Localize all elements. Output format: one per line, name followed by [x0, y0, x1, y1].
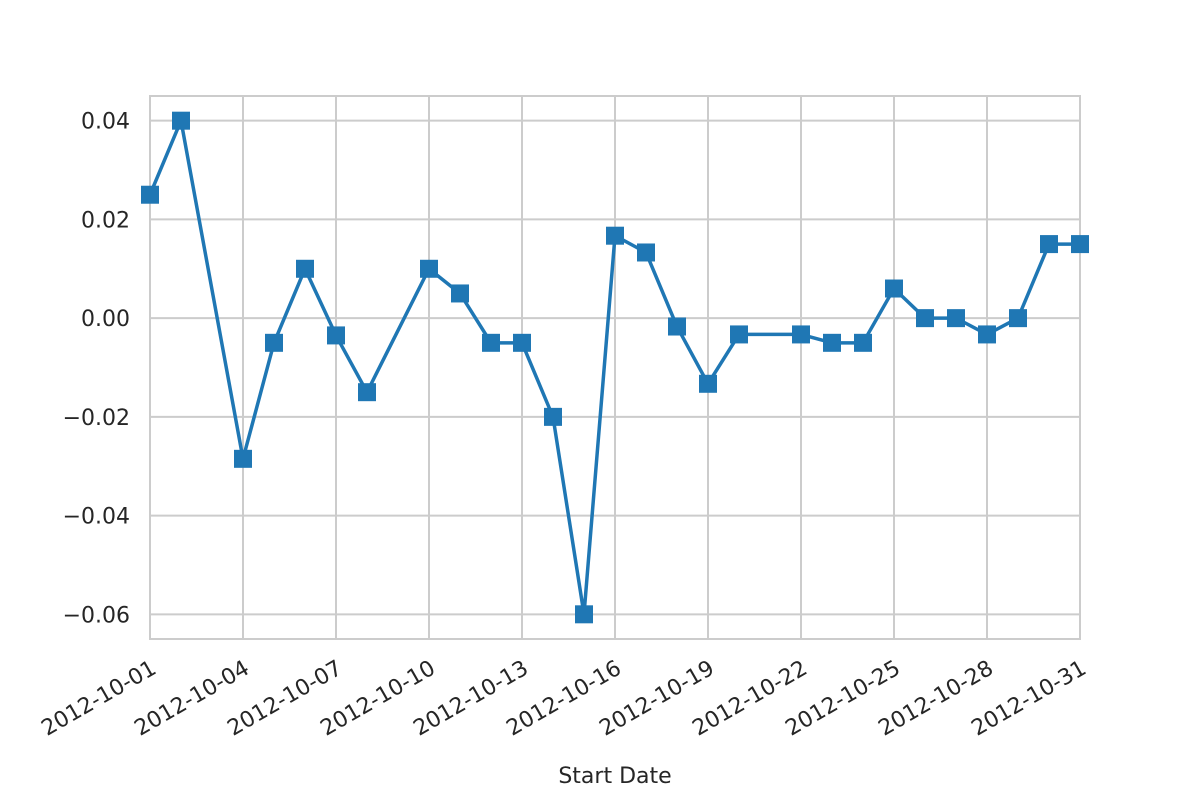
data-point — [978, 325, 996, 344]
y-axis-ticks: 0.04 0.02 0.00 −0.02 −0.04 −0.06 — [63, 110, 130, 629]
data-point — [1071, 235, 1089, 254]
data-point — [916, 309, 934, 328]
data-point — [1040, 235, 1058, 254]
data-point — [265, 333, 283, 352]
y-tick-label: −0.06 — [63, 603, 130, 628]
data-point — [358, 383, 376, 402]
data-point — [637, 243, 655, 262]
data-point — [792, 325, 810, 344]
data-point — [172, 111, 190, 130]
data-point — [482, 333, 500, 352]
data-point — [544, 407, 562, 426]
data-point — [451, 284, 469, 303]
data-point — [575, 605, 593, 624]
data-point — [1009, 309, 1027, 328]
y-tick-label: −0.02 — [63, 406, 130, 431]
y-tick-label: 0.00 — [81, 307, 130, 332]
data-point — [854, 333, 872, 352]
y-tick-label: −0.04 — [63, 505, 130, 530]
x-axis-label: Start Date — [558, 764, 671, 789]
data-point — [513, 333, 531, 352]
y-tick-label: 0.04 — [81, 110, 130, 135]
plot-frame — [149, 95, 1081, 640]
series-layer — [141, 111, 1089, 624]
data-point — [947, 309, 965, 328]
data-point — [606, 226, 624, 245]
series-line — [148, 118, 1080, 617]
grid — [149, 96, 1081, 639]
data-point — [234, 449, 252, 468]
data-point — [296, 259, 314, 278]
data-point — [420, 259, 438, 278]
data-point — [141, 185, 159, 204]
data-point — [730, 325, 748, 344]
data-point — [885, 279, 903, 298]
x-axis-ticks: 2012-10-012012-10-042012-10-072012-10-10… — [37, 656, 1090, 742]
y-tick-label: 0.02 — [81, 208, 130, 233]
data-point — [327, 326, 345, 345]
data-point — [823, 333, 841, 352]
data-point — [699, 374, 717, 393]
data-point — [668, 317, 686, 336]
